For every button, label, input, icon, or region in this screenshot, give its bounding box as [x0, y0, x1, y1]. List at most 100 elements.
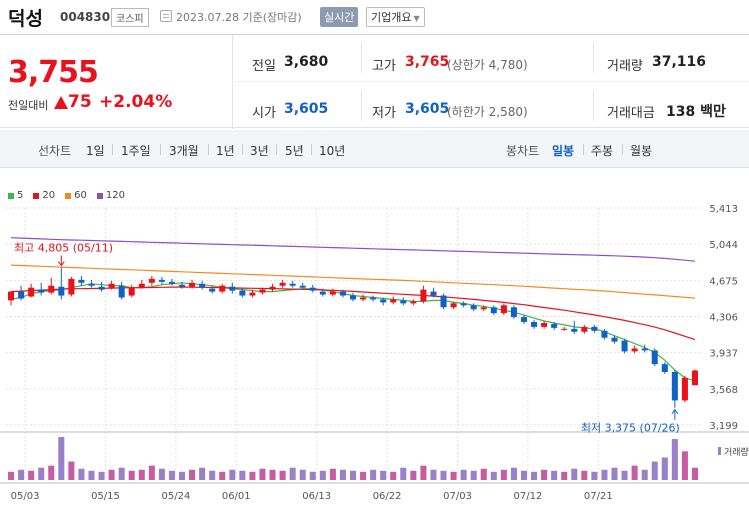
volume-bar	[199, 467, 206, 480]
candle-body	[500, 305, 507, 314]
candle-body	[269, 286, 276, 290]
volume-bar	[289, 467, 296, 480]
ma-legend: 5 20 60 120	[8, 190, 125, 201]
volume-bar	[621, 470, 628, 480]
volume-bar	[78, 468, 85, 480]
candle-body	[209, 288, 216, 292]
y-tick-label: 3,199	[709, 421, 738, 432]
x-tick-label: 05/15	[91, 491, 120, 502]
candle-body	[329, 291, 336, 295]
candle-body	[239, 290, 246, 296]
candle-body	[148, 278, 155, 283]
candle-body	[88, 283, 95, 286]
legend-ma60: 60	[65, 190, 87, 201]
change-rate: +2.04%	[99, 92, 173, 112]
open-label: 시가	[252, 106, 276, 121]
candle-body	[691, 370, 698, 386]
candle-body	[611, 337, 618, 342]
volume-bar	[219, 471, 226, 480]
volume-bar	[380, 470, 387, 480]
candle-body	[480, 307, 487, 310]
stock-header: 덕성 004830 코스피 2023.07.28 기준(장마감) 실시간 기업개…	[0, 0, 749, 34]
y-tick-label: 3,937	[709, 349, 738, 360]
tab-divider	[622, 144, 623, 155]
candle-body	[28, 287, 35, 297]
low-arrow-head	[671, 408, 679, 415]
x-tick-label: 05/03	[11, 491, 40, 502]
candle-body	[138, 283, 145, 288]
volume-bar	[551, 470, 558, 480]
tab-daily[interactable]: 일봉	[552, 144, 575, 158]
volume-bar	[591, 471, 598, 480]
volume-bar	[148, 465, 155, 480]
legend-ma5: 5	[8, 190, 23, 201]
volume-value: 37,116	[652, 54, 707, 70]
tab-1day[interactable]: 1일	[86, 144, 105, 158]
volume-bar	[128, 470, 135, 480]
volume-bar	[209, 470, 216, 480]
chart-tabs: 선차트 1일 1주일 3개월 1년 3년 5년 10년 봉차트 일봉 주봉 월봉	[0, 130, 749, 168]
volume-bar	[510, 467, 517, 480]
volume-bar	[309, 471, 316, 480]
volume-bar	[229, 469, 236, 480]
candle-body	[259, 289, 266, 293]
volume-bar	[581, 470, 588, 480]
candle-body	[249, 292, 256, 296]
price-summary: 3,755 전일대비 75 +2.04% 전일 3,680 고가 3,765 (…	[0, 34, 749, 129]
tab-5year[interactable]: 5년	[285, 144, 304, 158]
volume-bar	[108, 469, 115, 480]
candle-body	[681, 377, 688, 401]
low-value: 3,605	[405, 101, 450, 117]
divider	[232, 35, 233, 129]
volume-bar	[58, 437, 65, 480]
company-overview-button[interactable]: 기업개요 ▼	[366, 7, 425, 27]
y-tick-label: 3,568	[709, 385, 738, 396]
current-price: 3,755	[8, 55, 99, 90]
candle-chart-title: 봉차트	[506, 144, 540, 158]
candle-body	[38, 289, 45, 293]
volume-label: 거래량	[607, 59, 643, 74]
x-tick-label: 06/01	[222, 491, 251, 502]
candle-body	[108, 283, 115, 288]
prev-close-label: 전일	[252, 59, 276, 74]
candle-body	[450, 303, 457, 308]
candle-body	[551, 323, 558, 328]
volume-bar	[48, 465, 55, 480]
tab-monthly[interactable]: 월봉	[630, 144, 653, 158]
realtime-button[interactable]: 실시간	[320, 7, 359, 27]
volume-bar	[420, 465, 427, 480]
chevron-down-icon: ▼	[413, 14, 420, 23]
candle-body	[621, 340, 628, 352]
tab-3month[interactable]: 3개월	[169, 144, 199, 158]
candle-body	[339, 291, 346, 296]
x-tick-label: 07/03	[443, 491, 472, 502]
volume-bar	[189, 469, 196, 480]
candle-body	[98, 286, 105, 290]
stock-name: 덕성	[8, 8, 43, 30]
candle-body	[651, 350, 658, 365]
tab-1year[interactable]: 1년	[216, 144, 235, 158]
volume-bar	[349, 470, 357, 480]
x-tick-label: 07/21	[584, 491, 613, 502]
tab-1week[interactable]: 1주일	[121, 144, 151, 158]
tab-divider	[112, 144, 113, 155]
price-chart[interactable]: 거래량 최고 4,805 (05/11) 최저 3,375 (07/26) 5,4…	[0, 195, 749, 517]
candle-body	[78, 279, 85, 283]
tab-weekly[interactable]: 주봉	[591, 144, 614, 158]
tab-divider	[160, 144, 161, 155]
tab-3year[interactable]: 3년	[250, 144, 269, 158]
ma60-line	[10, 264, 696, 299]
candle-body	[671, 371, 678, 401]
volume-bar	[541, 469, 548, 480]
tab-divider	[311, 144, 312, 155]
up-triangle-icon	[54, 96, 68, 109]
tab-10year[interactable]: 10년	[319, 144, 346, 158]
divider	[593, 91, 594, 121]
legend-swatch	[33, 192, 40, 199]
legend-label: 20	[42, 190, 56, 201]
volume-bar	[440, 470, 447, 480]
candle-body	[319, 291, 326, 295]
volume-bar	[158, 468, 165, 480]
volume-bar	[279, 470, 286, 480]
candle-body	[541, 322, 548, 327]
